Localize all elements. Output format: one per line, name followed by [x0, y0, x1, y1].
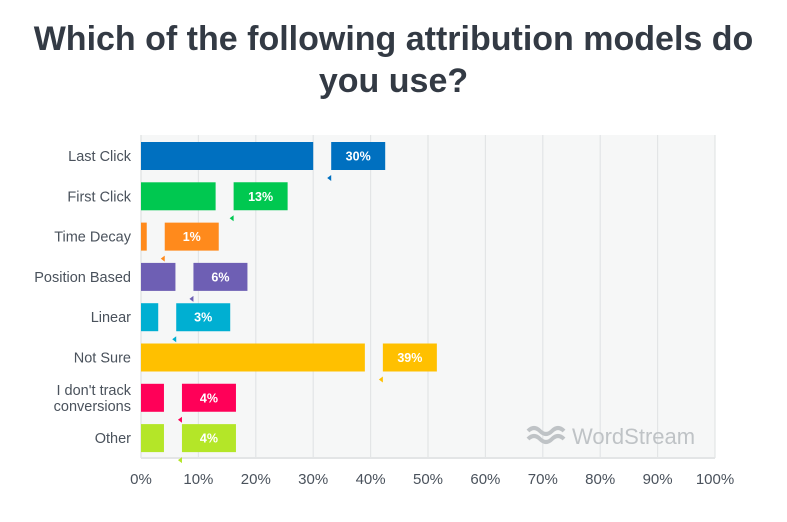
x-tick-label: 70% [528, 471, 558, 488]
data-label-box [160, 222, 219, 262]
data-label: 4% [200, 432, 218, 446]
data-label-box [327, 142, 386, 181]
x-tick-label: 10% [183, 471, 213, 488]
x-tick-label: 80% [585, 471, 615, 488]
category-label: Last Click [68, 149, 132, 165]
bar [141, 182, 216, 211]
data-label-box [189, 262, 248, 302]
data-label-box [229, 182, 288, 222]
category-label: conversions [54, 399, 131, 415]
x-tick-label: 90% [643, 471, 673, 488]
data-label-box [177, 383, 236, 423]
category-label: Not Sure [74, 351, 131, 367]
x-tick-label: 40% [356, 471, 386, 488]
x-tick-label: 60% [470, 471, 500, 488]
x-tick-label: 50% [413, 471, 443, 488]
category-label: Time Decay [54, 230, 132, 246]
data-label: 4% [200, 391, 218, 405]
bar [141, 303, 159, 332]
wordstream-logo-icon [526, 426, 566, 444]
data-label: 39% [397, 351, 422, 365]
data-label-box [177, 424, 236, 464]
category-label: First Click [67, 189, 131, 205]
data-label-box [378, 343, 437, 383]
bar [141, 142, 314, 170]
chart-title: Which of the following attribution model… [33, 20, 754, 100]
data-label: 30% [346, 150, 371, 164]
x-tick-label: 20% [241, 471, 271, 488]
x-tick-label: 100% [696, 471, 734, 488]
watermark-text: WordStream [572, 424, 695, 449]
bar [141, 343, 365, 372]
category-label: Position Based [34, 270, 131, 286]
bar [141, 424, 164, 453]
bar [141, 383, 164, 412]
category-label: Other [95, 431, 131, 447]
data-label: 3% [194, 311, 212, 325]
bar [141, 222, 147, 251]
x-tick-label: 30% [298, 471, 328, 488]
data-label-box [172, 303, 231, 343]
data-label: 1% [183, 230, 201, 244]
category-label: Linear [91, 310, 131, 326]
data-label: 6% [211, 270, 229, 284]
x-tick-label: 0% [130, 471, 152, 488]
category-label: I don't track [57, 383, 132, 399]
data-label: 13% [248, 190, 273, 204]
bar [141, 262, 176, 291]
